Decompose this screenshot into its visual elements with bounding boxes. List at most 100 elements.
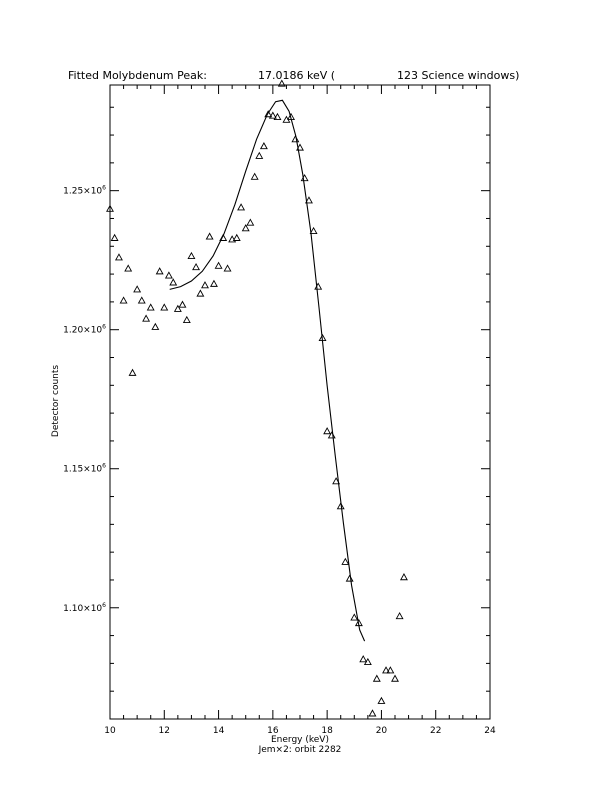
data-point-triangle (137, 296, 146, 304)
y-tick-label: 1.20×106 (63, 324, 106, 336)
y-tick-label: 1.25×106 (63, 185, 106, 197)
data-point-triangle (318, 333, 327, 342)
data-point-triangle (291, 135, 300, 143)
y-tick-exponent: 6 (102, 185, 106, 192)
data-point-triangle (119, 296, 128, 304)
data-point-triangle (160, 303, 169, 311)
x-tick-label: 24 (484, 726, 496, 736)
x-tick-label: 12 (159, 726, 170, 736)
title-energy: 17.0186 keV ( (258, 69, 335, 82)
data-point-triangle (259, 142, 268, 150)
data-point-triangle (114, 253, 123, 261)
data-point-triangle (151, 322, 160, 330)
y-tick-label: 1.10×106 (63, 602, 106, 614)
data-point-triangle (277, 79, 286, 87)
data-point-triangle (201, 281, 209, 289)
x-axis-label: Energy (keV) (271, 735, 329, 745)
data-point-triangle (336, 502, 345, 510)
data-point-triangle (133, 285, 142, 293)
data-point-triangle (205, 232, 214, 240)
data-point-triangle (173, 304, 182, 312)
data-point-triangle (219, 233, 228, 241)
y-axis-label: Detector counts (51, 365, 61, 437)
data-point-triangle (372, 674, 381, 682)
y-tick-mantissa: 1.10×10 (63, 604, 102, 614)
data-point-triangle (106, 204, 114, 212)
footer-label: Jem×2: orbit 2282 (258, 745, 342, 755)
data-point-triangle (250, 172, 259, 180)
data-point-triangle (124, 264, 133, 272)
y-tick-mantissa: 1.15×10 (63, 465, 102, 475)
y-tick-mantissa: 1.25×10 (63, 187, 102, 197)
y-axis-ticks (110, 106, 490, 720)
chart-title: Fitted Molybdenum Peak: 17.0186 keV ( 12… (68, 69, 519, 82)
data-point-triangle (246, 218, 255, 226)
data-point-triangle (223, 264, 232, 272)
data-point-triangle (241, 224, 250, 232)
data-point-triangle (350, 613, 359, 621)
data-point-triangle (386, 666, 395, 674)
data-point-triangle (296, 143, 304, 151)
x-tick-label: 10 (104, 726, 116, 736)
data-point-triangle (395, 611, 404, 620)
data-point-triangle (273, 112, 282, 120)
data-point-triangle (345, 574, 354, 582)
data-point-triangle (155, 267, 164, 275)
data-point-triangle (169, 278, 178, 286)
y-tick-label: 1.15×106 (63, 463, 106, 475)
y-tick-exponent: 6 (102, 463, 106, 470)
data-point-triangle (268, 111, 277, 119)
fit-curve-line (169, 99, 366, 642)
data-point-triangle (182, 315, 191, 323)
y-tick-mantissa: 1.20×10 (63, 326, 102, 336)
data-point-triangle (309, 226, 318, 234)
x-axis-tick-labels: 10 12 14 16 18 20 22 24 (104, 726, 496, 736)
data-point-triangle (237, 203, 246, 211)
data-point-triangle (209, 279, 218, 287)
data-point-triangle (110, 233, 119, 241)
data-point-triangle (128, 368, 137, 376)
data-point-triangle (359, 655, 368, 663)
title-right: 123 Science windows) (397, 69, 519, 82)
data-point-triangle (327, 431, 336, 439)
data-point-triangle (264, 110, 273, 118)
x-tick-label: 18 (321, 726, 333, 736)
data-point-triangle (287, 112, 296, 120)
data-point-triangle (377, 696, 386, 704)
data-point-triangle (399, 573, 408, 581)
data-point-triangle (314, 282, 323, 290)
y-tick-exponent: 6 (102, 324, 106, 331)
data-point-triangle (228, 235, 237, 243)
data-point-triangle (341, 557, 350, 565)
y-tick-exponent: 6 (102, 602, 106, 609)
data-point-triangle (332, 477, 341, 485)
data-point-triangle (192, 263, 201, 271)
x-axis-ticks (109, 85, 491, 719)
data-points (106, 79, 408, 717)
title-left: Fitted Molybdenum Peak: (68, 69, 207, 82)
plot-frame (109, 84, 491, 720)
x-tick-label: 14 (213, 726, 225, 736)
data-point-triangle (391, 674, 399, 682)
data-point-triangle (354, 618, 363, 627)
x-tick-label: 16 (267, 726, 279, 736)
data-point-triangle (363, 657, 372, 666)
data-point-triangle (214, 261, 223, 269)
x-tick-label: 22 (430, 726, 441, 736)
data-point-triangle (142, 314, 151, 322)
data-point-triangle (323, 427, 332, 435)
data-point-triangle (382, 666, 391, 674)
data-point-triangle (196, 289, 205, 297)
data-point-triangle (178, 300, 187, 308)
data-point-triangle (164, 271, 173, 279)
x-tick-label: 20 (376, 726, 388, 736)
data-point-triangle (187, 251, 196, 260)
data-point-triangle (368, 709, 377, 717)
data-point-triangle (304, 196, 313, 204)
data-point-triangle (146, 303, 155, 311)
data-point-triangle (232, 233, 241, 241)
data-point-triangle (300, 174, 309, 182)
data-point-triangle (255, 151, 264, 159)
